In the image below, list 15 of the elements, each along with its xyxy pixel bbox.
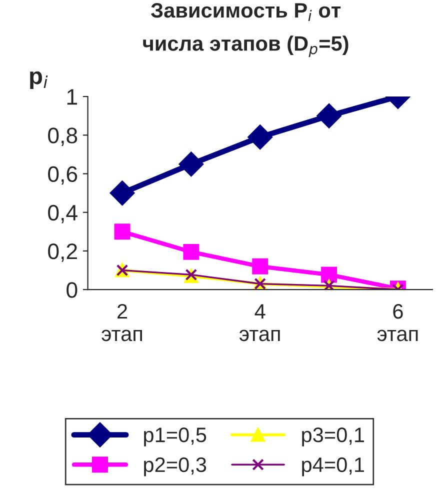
y-tick-label: 1 <box>67 89 77 105</box>
y-tick-label: 0,6 <box>48 166 78 185</box>
x-tick-label: 4 этап <box>240 304 280 342</box>
y-tick-label: 0 <box>66 282 78 298</box>
x-tick-label: 2 этап <box>102 304 142 342</box>
x-tick-label: 6 этап <box>377 304 418 342</box>
y-tick-label: 0,4 <box>48 204 78 224</box>
y-axis-title: p$_{i}$ <box>30 71 48 90</box>
legend-label: p3=0,1 <box>302 428 364 446</box>
legend-label: p1=0,5 <box>144 428 206 446</box>
y-tick-label: 0,2 <box>48 244 77 262</box>
y-tick-label: 0,8 <box>48 128 78 146</box>
chart-title: Зависимость P$_{i}$ от числа этапов (D$_{p}$=5) <box>143 2 348 58</box>
legend-label: p4=0,1 <box>302 457 364 476</box>
legend-label: p2=0,3 <box>144 457 206 476</box>
